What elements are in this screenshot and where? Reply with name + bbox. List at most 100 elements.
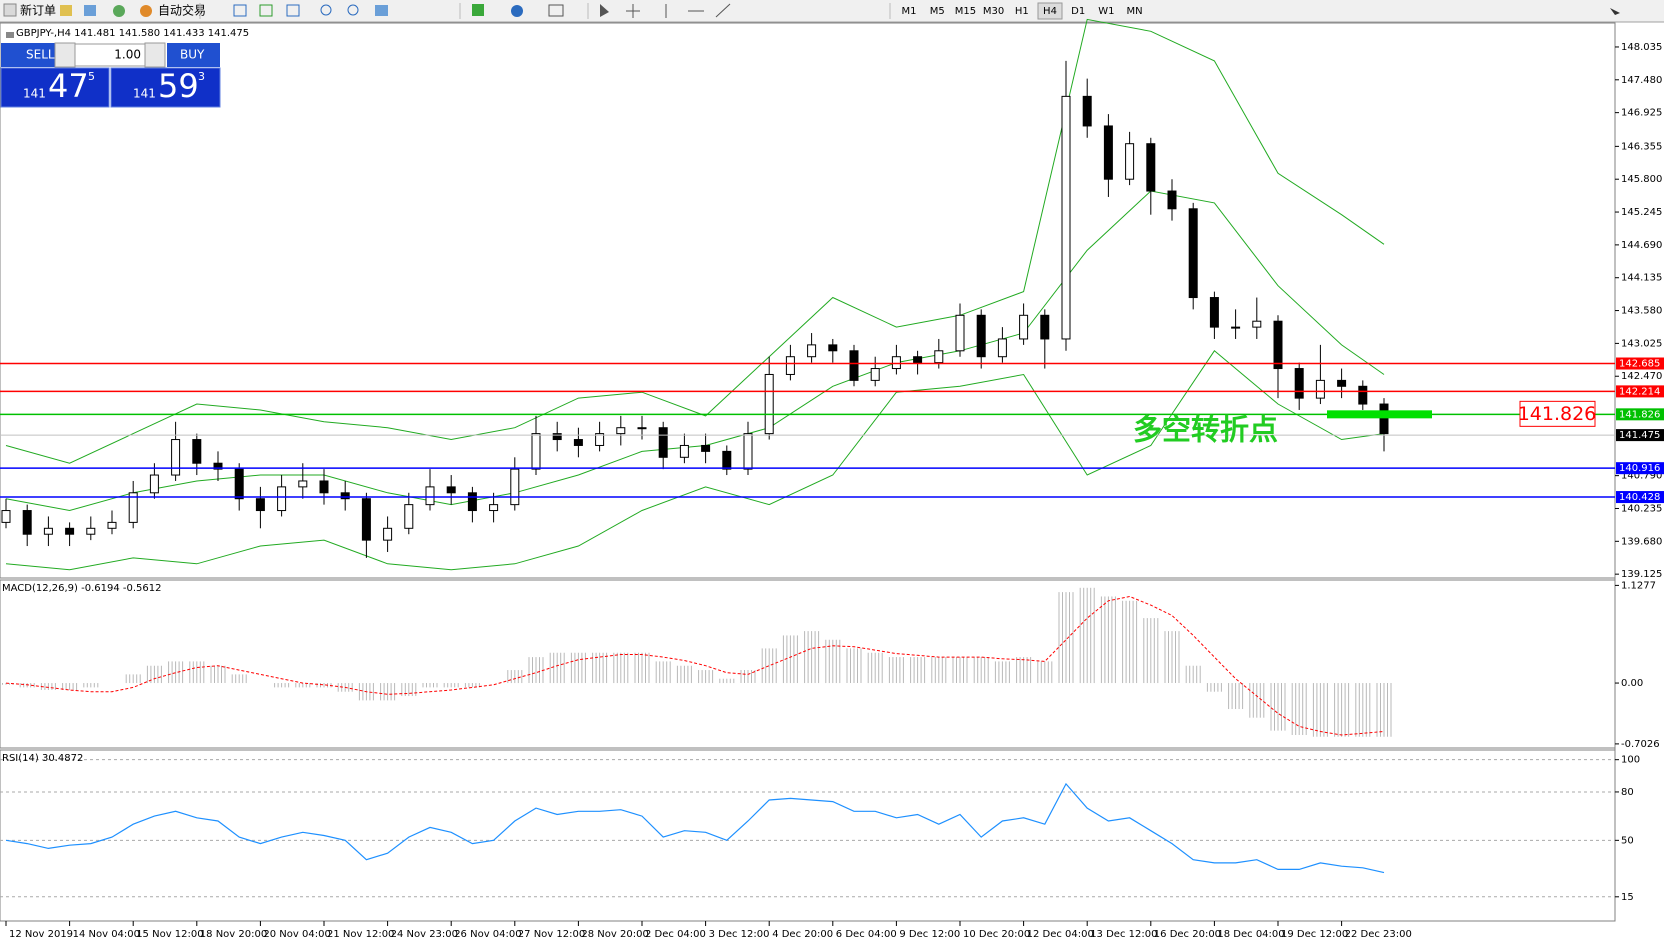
sell-label[interactable]: SELL	[26, 48, 55, 62]
x-tick-label: 15 Nov 12:00	[136, 929, 203, 940]
last-price-tag	[1616, 429, 1664, 442]
sell-price-big[interactable]: 141	[23, 87, 46, 101]
new-order-button[interactable]: 新订单	[20, 3, 56, 18]
buy-price-big[interactable]: 141	[133, 87, 156, 101]
buy-price-box[interactable]	[110, 67, 221, 108]
candle-body	[1146, 143, 1156, 192]
candle-body	[976, 314, 986, 358]
bollinger-band	[5, 18, 1385, 464]
separator	[199, 3, 891, 19]
candle-body	[446, 486, 456, 494]
buy-price-point[interactable]: 3	[198, 70, 205, 83]
x-tick-label: 19 Dec 12:00	[1281, 929, 1348, 940]
candle-body	[277, 486, 287, 512]
tool-icon[interactable]	[84, 5, 96, 16]
buy-price-pips[interactable]: 59	[158, 67, 199, 105]
tool-icon[interactable]	[286, 4, 300, 17]
tool-icon[interactable]	[259, 4, 273, 17]
templates[interactable]	[548, 4, 564, 17]
y-tick-label: 50	[1621, 835, 1634, 846]
annotation-price: 141.826	[1518, 403, 1597, 425]
buy-label[interactable]: BUY	[180, 48, 205, 62]
timeframe-button[interactable]: W1	[1098, 6, 1114, 17]
auto-trade-icon[interactable]	[140, 5, 152, 17]
y-tick-label: 147.480	[1621, 75, 1662, 86]
timeframe-active	[1037, 2, 1063, 20]
last-price-label: 141.475	[1619, 430, 1660, 441]
volume-value[interactable]: 1.00	[114, 48, 141, 62]
candle-body	[764, 373, 774, 435]
sell-price-box[interactable]	[0, 67, 110, 108]
level-label: 140.428	[1619, 492, 1660, 503]
sell-price-point[interactable]: 5	[88, 70, 95, 83]
y-tick-label: 144.135	[1621, 273, 1662, 284]
candle-body	[1315, 379, 1325, 399]
y-tick-label: 0.00	[1621, 678, 1643, 689]
y-tick-label: 140.235	[1621, 503, 1662, 514]
new-order-icon[interactable]	[3, 3, 17, 17]
symbol-icon	[6, 32, 14, 38]
volume-up[interactable]	[144, 42, 166, 68]
candle-body	[573, 439, 583, 446]
x-tick-label: 4 Dec 20:00	[772, 929, 833, 940]
candle-body	[870, 368, 880, 381]
candle-body	[679, 444, 689, 458]
x-tick-label: 10 Dec 20:00	[963, 929, 1030, 940]
signal-line	[5, 595, 1385, 736]
indicators[interactable]	[472, 4, 484, 16]
candle-body	[340, 492, 350, 500]
timeframe-button[interactable]: MN	[1127, 6, 1143, 17]
symbol-header: GBPJPY-,H4 141.481 141.580 141.433 141.4…	[16, 28, 249, 39]
timeframe-button[interactable]: M15	[955, 6, 976, 17]
auto-trade-button[interactable]: 自动交易	[158, 3, 206, 18]
zoom-in[interactable]	[320, 4, 332, 16]
x-tick-label: 18 Nov 20:00	[200, 929, 267, 940]
candle-body	[213, 462, 223, 470]
timeframe-button[interactable]: H1	[1015, 6, 1029, 17]
timeframe-button[interactable]: M5	[930, 6, 945, 17]
y-tick-label: 145.245	[1621, 207, 1662, 218]
tool-icon[interactable]	[113, 5, 125, 17]
timeframe-button[interactable]: H4	[1043, 6, 1057, 17]
sell-price-pips[interactable]: 47	[48, 67, 89, 105]
search-icon[interactable]	[1610, 8, 1620, 15]
trendline-tool[interactable]	[715, 3, 731, 18]
candle-body	[1337, 379, 1347, 387]
x-tick-label: 3 Dec 12:00	[709, 929, 770, 940]
zoom-out[interactable]	[347, 4, 359, 16]
candle-body	[891, 356, 901, 370]
trade-panel: SELL 1.00 BUY 141 47 5 141 59 3	[0, 42, 221, 108]
timeframe-button[interactable]: M30	[983, 6, 1004, 17]
crosshair-tool[interactable]	[626, 4, 640, 18]
cursor-tool[interactable]	[600, 4, 609, 17]
candle-body	[1358, 385, 1368, 405]
candle-body	[552, 433, 562, 441]
buy-button[interactable]	[167, 43, 220, 67]
x-tick-label: 9 Dec 12:00	[899, 929, 960, 940]
volume-down[interactable]	[54, 42, 76, 68]
candle-body	[701, 444, 711, 452]
candle-body	[1273, 320, 1283, 370]
y-tick-label: 80	[1621, 787, 1634, 798]
timeframe-button[interactable]: M1	[902, 6, 917, 17]
candle-body	[658, 427, 668, 458]
tile-windows[interactable]	[375, 5, 388, 16]
x-tick-label: 16 Dec 20:00	[1154, 929, 1221, 940]
level-tag	[1616, 462, 1664, 475]
y-tick-label: 142.470	[1621, 371, 1662, 382]
y-tick-label: 100	[1621, 755, 1640, 766]
indicator-title: MACD(12,26,9) -0.6194 -0.5612	[2, 583, 162, 594]
candle-body	[43, 527, 53, 535]
tool-icon[interactable]	[60, 5, 72, 16]
tool-icon[interactable]	[233, 4, 247, 17]
timeframe-button[interactable]: D1	[1071, 6, 1085, 17]
candle-body	[531, 433, 541, 470]
y-tick-label: 15	[1621, 892, 1634, 903]
periods[interactable]	[511, 5, 523, 17]
candle-body	[1379, 403, 1389, 435]
x-tick-label: 22 Dec 23:00	[1345, 929, 1412, 940]
candle-body	[1, 510, 11, 523]
y-tick-label: 143.580	[1621, 306, 1662, 317]
x-tick-label: 2 Dec 04:00	[645, 929, 706, 940]
